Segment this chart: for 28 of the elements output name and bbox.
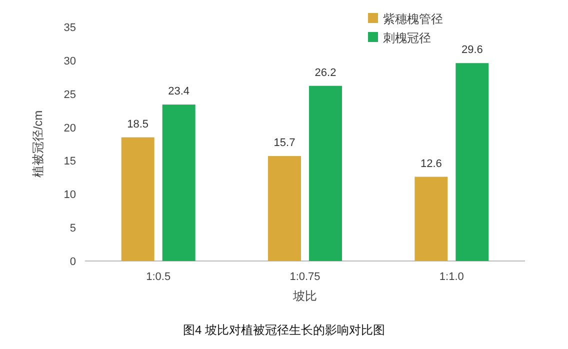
- y-axis-title: 植被冠径/cm: [31, 110, 45, 178]
- data-label: 29.6: [461, 44, 483, 56]
- bar: [414, 176, 448, 261]
- bar: [309, 86, 342, 261]
- y-tick-label: 15: [64, 156, 76, 168]
- x-tick-label: 1:1.0: [439, 271, 464, 283]
- data-label: 12.6: [420, 158, 442, 170]
- x-axis-title: 坡比: [292, 289, 317, 303]
- caption: 图4 坡比对植被冠径生长的影响对比图: [182, 323, 386, 337]
- bar: [162, 104, 196, 261]
- data-label: 26.2: [314, 66, 336, 79]
- bar: [268, 156, 301, 261]
- x-tick-label: 1:0.75: [290, 271, 320, 283]
- y-tick-label: 10: [64, 189, 76, 202]
- data-label: 15.7: [274, 137, 296, 150]
- legend-label: 刺槐冠径: [383, 31, 431, 45]
- y-tick-label: 35: [64, 22, 76, 34]
- y-tick-label: 25: [64, 88, 76, 101]
- data-label: 18.5: [127, 118, 149, 130]
- y-tick-label: 5: [70, 222, 76, 235]
- x-tick-label: 1:0.5: [146, 271, 171, 283]
- y-tick-label: 20: [64, 122, 76, 134]
- bar: [456, 63, 489, 261]
- y-tick-label: 30: [64, 55, 76, 68]
- data-label: 23.4: [168, 86, 190, 98]
- legend-label: 紫穗槐管径: [383, 12, 443, 26]
- bar: [121, 137, 154, 261]
- y-tick-label: 0: [70, 256, 76, 268]
